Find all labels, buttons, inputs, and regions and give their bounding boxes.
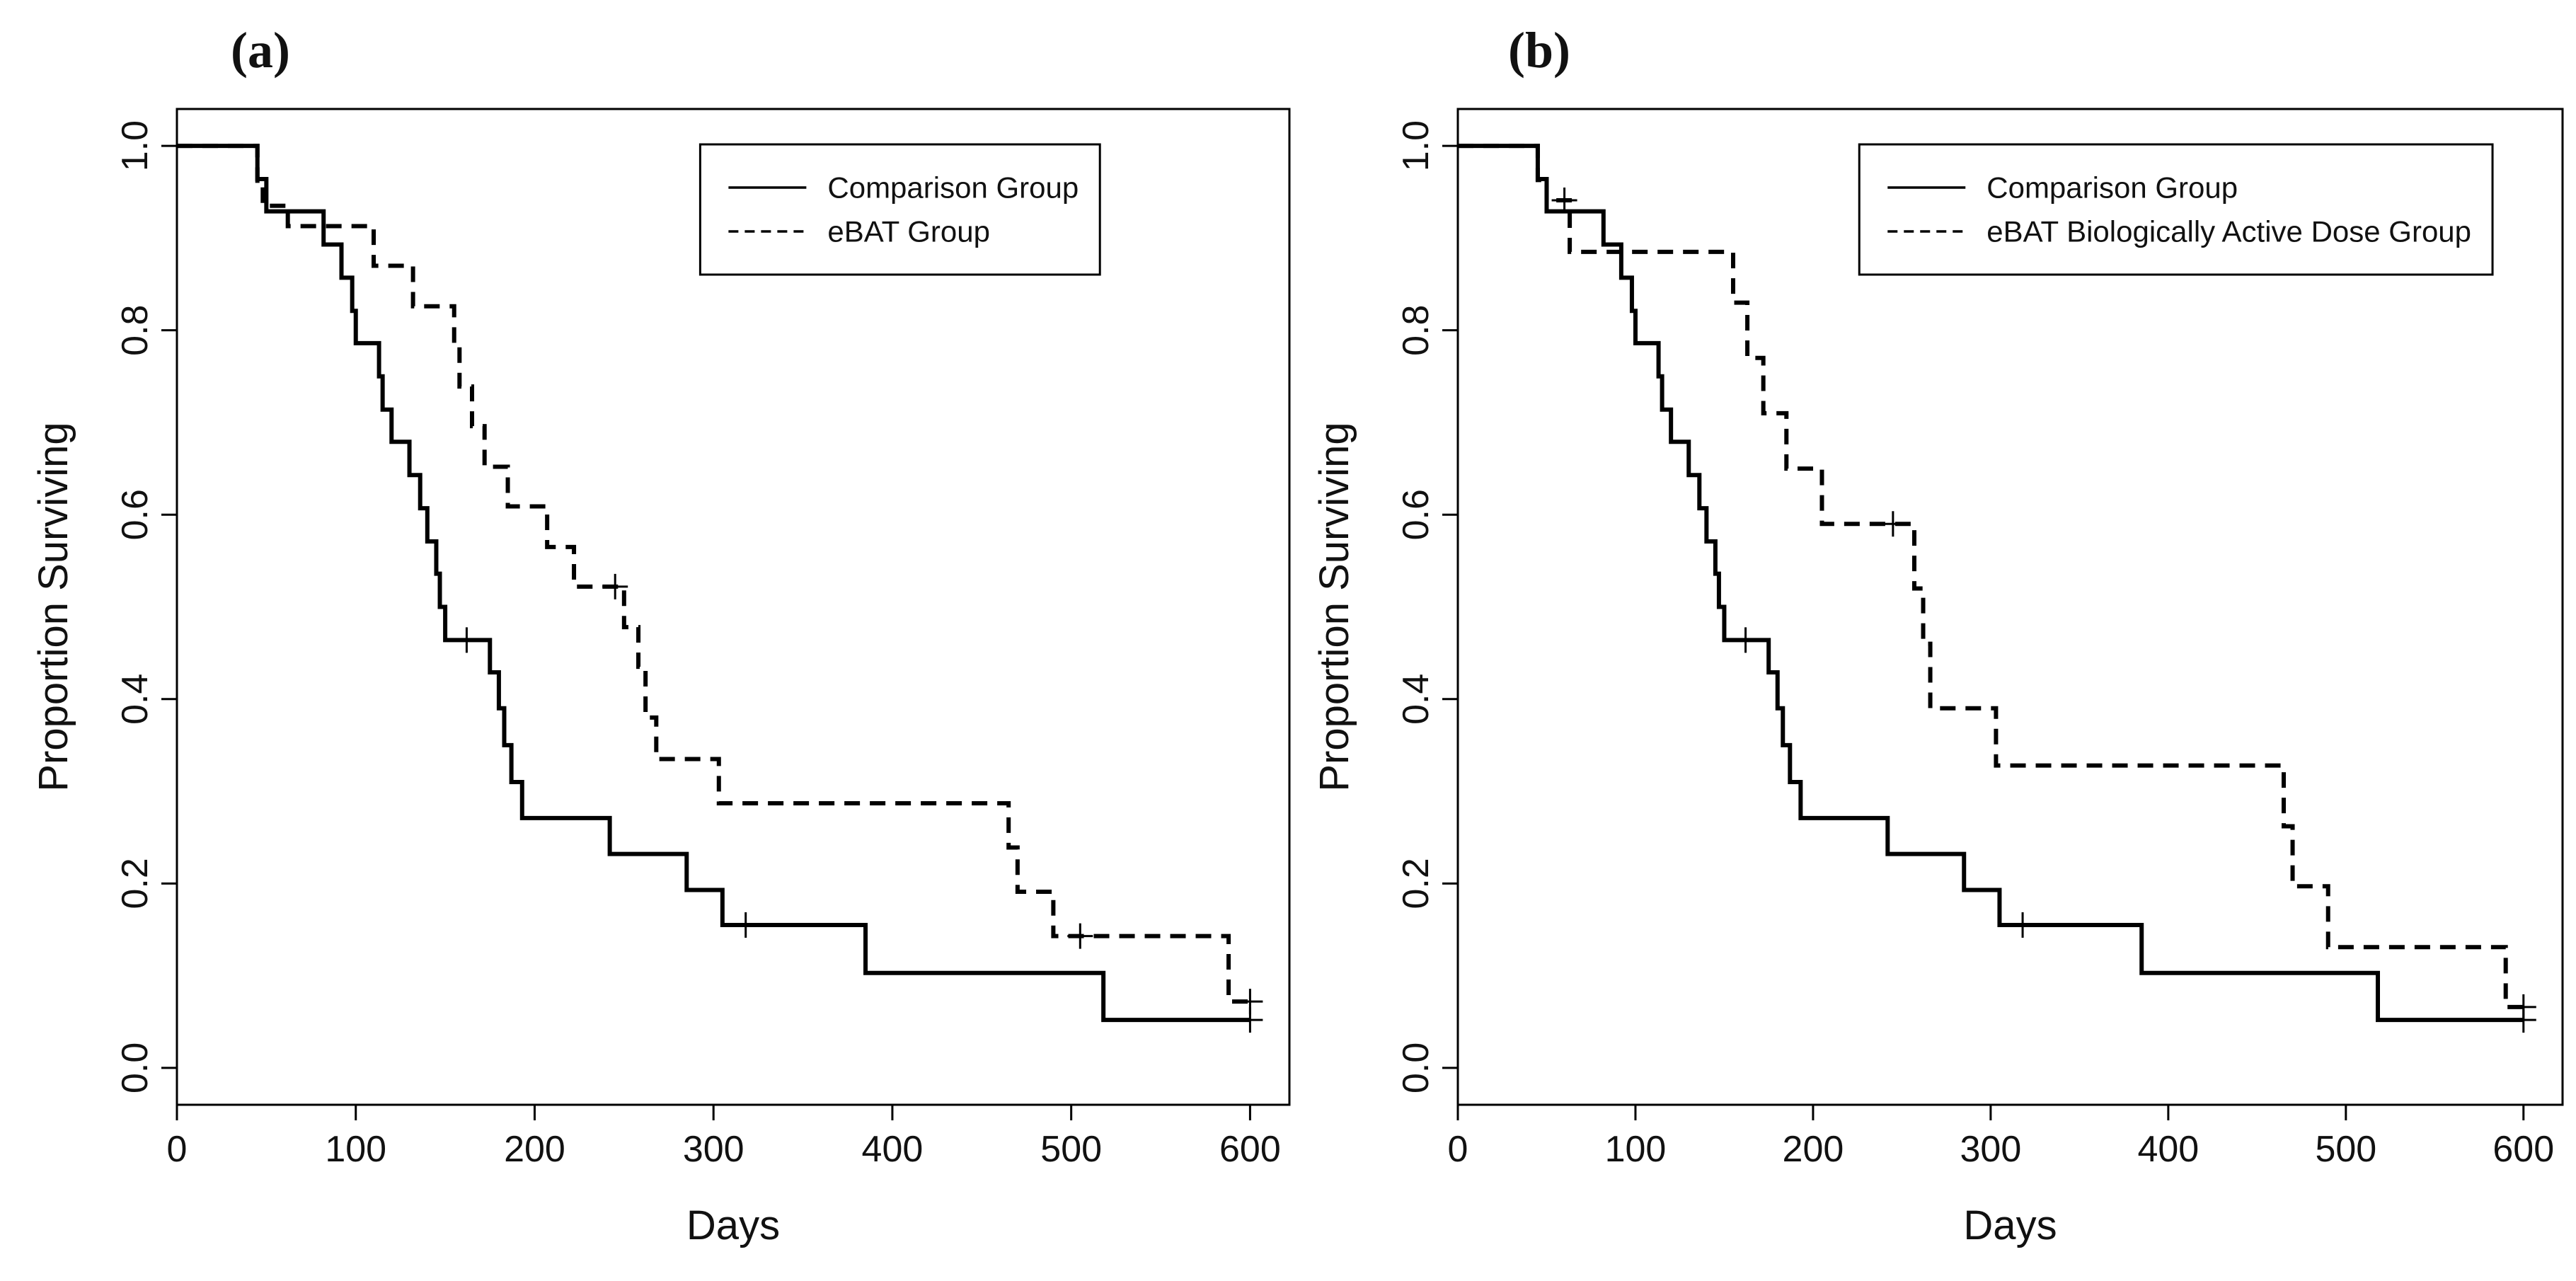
x-tick-label: 600 (2492, 1129, 2554, 1170)
y-axis-label: Proportion Surviving (30, 422, 76, 791)
legend: Comparison Group eBAT Biologically Active… (1858, 143, 2494, 276)
y-tick-label: 0.6 (1396, 489, 1437, 540)
x-tick-label: 300 (683, 1129, 744, 1170)
x-tick-label: 0 (167, 1129, 188, 1170)
x-tick-label: 0 (1448, 1129, 1468, 1170)
y-tick-label: 0.8 (115, 305, 156, 356)
censor-mark (1880, 511, 1906, 537)
plot-frame (176, 108, 1291, 1106)
x-axis-label: Days (1963, 1202, 2057, 1248)
censor-mark (2510, 994, 2536, 1020)
y-tick-label: 0.8 (1396, 305, 1437, 356)
legend-label: eBAT Biologically Active Dose Group (1986, 215, 2471, 248)
x-tick-label: 400 (2137, 1129, 2199, 1170)
panel-title: (a) (231, 22, 290, 79)
censor-mark (732, 912, 759, 938)
legend-label: eBAT Group (827, 215, 990, 248)
legend-label: Comparison Group (1986, 171, 2238, 205)
survival-curve (1458, 144, 2524, 1023)
y-tick-label: 0.4 (1396, 674, 1437, 725)
x-tick-label: 500 (2315, 1129, 2376, 1170)
survival-curve (1458, 144, 2524, 1009)
y-tick-label: 0.0 (115, 1042, 156, 1093)
x-tick-label: 200 (504, 1129, 565, 1170)
panel-title: (b) (1508, 22, 1570, 79)
y-tick-label: 1.0 (1396, 120, 1437, 171)
x-tick-label: 500 (1040, 1129, 1102, 1170)
plot-frame (1456, 108, 2564, 1106)
legend-label: Comparison Group (827, 171, 1079, 205)
survival-curve (177, 144, 1250, 1023)
x-tick-label: 200 (1783, 1129, 1844, 1170)
censor-mark (2010, 912, 2036, 938)
x-tick-label: 600 (1219, 1129, 1281, 1170)
censor-mark (1732, 627, 1759, 653)
x-tick-label: 100 (325, 1129, 386, 1170)
survival-curve (177, 144, 1250, 1004)
censor-mark (454, 627, 480, 653)
censor-mark (1237, 989, 1263, 1015)
y-tick-label: 0.0 (1396, 1042, 1437, 1093)
legend-frame (698, 143, 1101, 276)
censor-mark (1551, 187, 1577, 213)
legend: Comparison Group eBAT Group (698, 143, 1101, 276)
x-tick-label: 400 (862, 1129, 924, 1170)
censor-mark (602, 573, 628, 599)
censor-mark (1067, 923, 1093, 949)
legend-frame (1858, 143, 2494, 276)
x-axis-label: Days (686, 1202, 780, 1248)
y-tick-label: 1.0 (115, 120, 156, 171)
y-tick-label: 0.2 (115, 858, 156, 909)
y-tick-label: 0.2 (1396, 858, 1437, 909)
y-tick-label: 0.4 (115, 674, 156, 725)
x-tick-label: 300 (1960, 1129, 2022, 1170)
y-tick-label: 0.6 (115, 489, 156, 540)
x-tick-label: 100 (1605, 1129, 1667, 1170)
y-axis-label: Proportion Surviving (1311, 422, 1357, 791)
